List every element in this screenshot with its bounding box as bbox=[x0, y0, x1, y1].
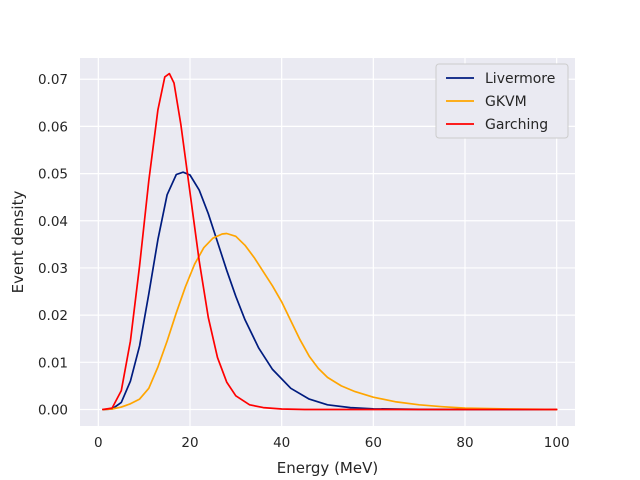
y-tick-label: 0.06 bbox=[38, 119, 68, 135]
x-tick-label: 0 bbox=[94, 435, 103, 451]
legend-label-garching: Garching bbox=[485, 117, 548, 133]
series-line-livermore bbox=[102, 171, 558, 411]
y-tick-label: 0.04 bbox=[38, 214, 68, 230]
y-tick-label: 0.00 bbox=[38, 402, 68, 418]
y-tick-label: 0.07 bbox=[38, 72, 68, 88]
legend-label-livermore: Livermore bbox=[485, 71, 555, 87]
legend-label-gkvm: GKVM bbox=[485, 94, 527, 110]
y-tick-label: 0.02 bbox=[38, 308, 68, 324]
x-tick-label: 20 bbox=[181, 435, 198, 451]
y-tick-label: 0.05 bbox=[38, 167, 68, 183]
x-tick-label: 60 bbox=[365, 435, 382, 451]
x-axis-label: Energy (MeV) bbox=[277, 459, 378, 477]
x-tick-label: 80 bbox=[456, 435, 473, 451]
x-tick-label: 100 bbox=[544, 435, 570, 451]
series-lines bbox=[102, 72, 558, 411]
series-line-garching bbox=[102, 72, 558, 411]
legend: Livermore GKVM Garching bbox=[435, 63, 569, 139]
x-tick-label: 40 bbox=[273, 435, 290, 451]
x-axis-ticks: 0 20 40 60 80 100 bbox=[94, 435, 570, 451]
series-line-gkvm bbox=[102, 232, 558, 411]
legend-box bbox=[435, 63, 569, 139]
y-axis-label: Event density bbox=[9, 191, 27, 294]
y-tick-label: 0.01 bbox=[38, 355, 68, 371]
y-tick-label: 0.03 bbox=[38, 261, 68, 277]
grid-lines bbox=[80, 58, 575, 426]
y-axis-ticks: 0.00 0.01 0.02 0.03 0.04 0.05 0.06 0.07 bbox=[38, 72, 68, 418]
